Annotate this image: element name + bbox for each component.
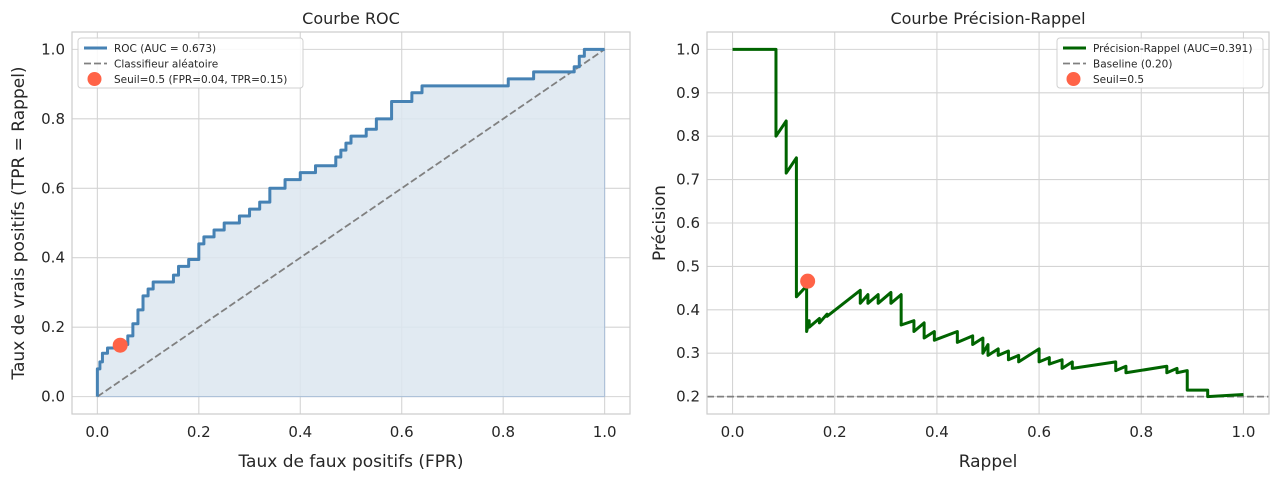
y-tick-label: 0.0 bbox=[41, 388, 65, 406]
x-tick-label: 1.0 bbox=[1232, 423, 1256, 441]
roc-chart: 0.0 0.2 0.4 0.6 0.8 1.0 0.0 0.2 0.4 0.6 0.8 1.0 Cour… bbox=[9, 9, 631, 472]
plot-frame bbox=[71, 31, 631, 415]
y-tick-label: 0.4 bbox=[41, 249, 65, 267]
x-tick-label: 0.8 bbox=[1129, 423, 1153, 441]
x-tick-label: 0.2 bbox=[823, 423, 847, 441]
chart-title: Courbe ROC bbox=[302, 9, 400, 28]
x-tick-label: 1.0 bbox=[593, 423, 617, 441]
precision-recall-chart: 0.0 0.2 0.4 0.6 0.8 1.0 0.2 0.3 0.4 0.5 0.6 0.7 0.8 0… bbox=[650, 9, 1270, 472]
legend-label: Seuil=0.5 bbox=[1093, 74, 1144, 86]
y-tick-label: 0.4 bbox=[676, 301, 700, 319]
x-axis-label: Rappel bbox=[959, 452, 1018, 472]
legend-label: ROC (AUC = 0.673) bbox=[114, 43, 216, 55]
chart-title: Courbe Précision-Rappel bbox=[890, 9, 1085, 28]
x-tick-label: 0.4 bbox=[925, 423, 949, 441]
y-tick-label: 0.8 bbox=[41, 110, 65, 128]
y-axis-label: Taux de vrais positifs (TPR = Rappel) bbox=[9, 66, 29, 380]
precision-recall-line bbox=[732, 47, 1244, 399]
y-tick-label: 0.6 bbox=[41, 179, 65, 197]
y-tick-label: 0.9 bbox=[676, 84, 700, 102]
x-tick-label: 0.2 bbox=[187, 423, 211, 441]
y-tick-label: 0.5 bbox=[676, 257, 700, 275]
y-tick-label: 0.8 bbox=[676, 127, 700, 145]
legend-label: Précision-Rappel (AUC=0.391) bbox=[1093, 43, 1252, 55]
y-axis-label: Précision bbox=[650, 185, 670, 261]
x-tick-label: 0.0 bbox=[85, 423, 109, 441]
legend-box bbox=[1056, 37, 1264, 89]
legend-swatch bbox=[87, 72, 102, 86]
roc-curve-line bbox=[95, 47, 605, 397]
x-tick-label: 0.6 bbox=[1027, 423, 1051, 441]
threshold-marker bbox=[112, 337, 128, 353]
y-tick-label: 0.3 bbox=[676, 344, 700, 362]
x-axis-label: Taux de faux positifs (FPR) bbox=[237, 452, 463, 472]
x-tick-label: 0.6 bbox=[390, 423, 414, 441]
x-tick-label: 0.8 bbox=[491, 423, 515, 441]
legend: Précision-Rappel (AUC=0.391) Baseline (0.… bbox=[1056, 37, 1264, 89]
legend-box bbox=[77, 37, 304, 89]
plot-frame bbox=[706, 31, 1270, 415]
y-tick-label: 0.2 bbox=[41, 318, 65, 336]
y-tick-label: 0.7 bbox=[676, 171, 700, 189]
legend: ROC (AUC = 0.673) Classifieur aléatoire Se… bbox=[77, 37, 304, 89]
y-tick-label: 1.0 bbox=[676, 40, 700, 58]
legend-swatch bbox=[1066, 72, 1081, 86]
legend-label: Classifieur aléatoire bbox=[114, 58, 218, 70]
legend-label: Seuil=0.5 (FPR=0.04, TPR=0.15) bbox=[114, 74, 287, 86]
x-tick-label: 0.0 bbox=[721, 423, 745, 441]
random-classifier-line bbox=[96, 48, 606, 398]
threshold-marker bbox=[800, 273, 816, 289]
legend-label: Baseline (0.20) bbox=[1093, 58, 1172, 70]
y-tick-label: 0.6 bbox=[676, 214, 700, 232]
y-tick-label: 1.0 bbox=[41, 40, 65, 58]
x-tick-label: 0.4 bbox=[288, 423, 312, 441]
y-tick-label: 0.2 bbox=[676, 388, 700, 406]
